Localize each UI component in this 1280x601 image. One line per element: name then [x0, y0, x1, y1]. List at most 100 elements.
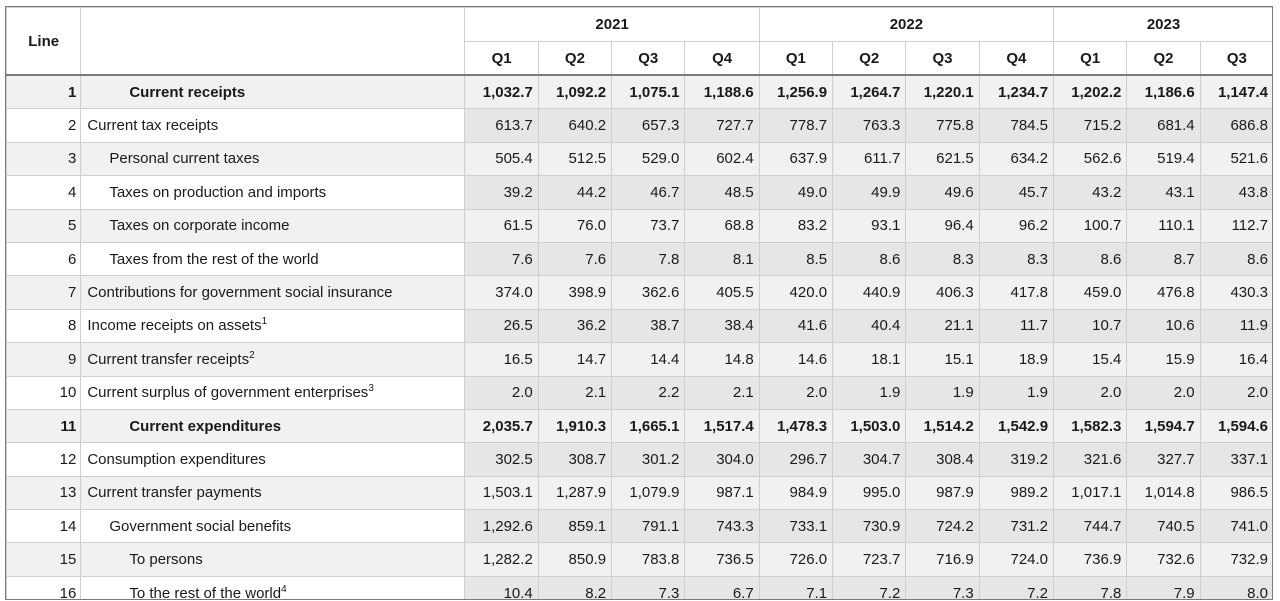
line-number: 5	[6, 208, 82, 243]
value-cell: 634.2	[978, 141, 1055, 177]
value-cell: 8.0	[1199, 575, 1272, 599]
quarter-header: Q1	[1053, 41, 1128, 76]
value-cell: 327.7	[1126, 442, 1201, 477]
value-cell: 775.8	[905, 108, 980, 143]
row-label: Taxes from the rest of the world	[80, 241, 466, 277]
row-label: Taxes on production and imports	[80, 175, 466, 210]
table-row: 15 To persons 1,282.2 850.9 783.8 736.5 726.0 7…	[6, 542, 1272, 577]
value-cell: 1,256.9	[758, 74, 834, 110]
value-cell: 15.9	[1126, 342, 1201, 377]
value-cell: 1,092.2	[537, 74, 613, 110]
row-label-text: Consumption expenditures	[87, 450, 266, 468]
value-cell: 723.7	[832, 542, 907, 577]
value-cell: 1,514.2	[905, 408, 980, 444]
row-label-text: Taxes on corporate income	[109, 217, 290, 235]
value-cell: 1,503.0	[832, 408, 907, 444]
value-cell: 1,014.8	[1126, 475, 1201, 511]
value-cell: 43.8	[1199, 175, 1272, 210]
value-cell: 100.7	[1053, 208, 1128, 243]
row-label-text: Current tax receipts	[87, 117, 219, 135]
value-cell: 7.8	[611, 241, 686, 277]
value-cell: 362.6	[611, 275, 686, 310]
value-cell: 519.4	[1126, 141, 1201, 177]
row-label: Current transfer payments	[80, 475, 466, 511]
value-cell: 296.7	[758, 442, 834, 477]
value-cell: 11.7	[978, 308, 1055, 344]
value-cell: 308.4	[905, 442, 980, 477]
value-cell: 640.2	[537, 108, 613, 143]
row-label-text: Income receipts on assets	[87, 317, 262, 335]
value-cell: 374.0	[464, 275, 539, 310]
value-cell: 989.2	[978, 475, 1055, 511]
value-cell: 1,079.9	[611, 475, 686, 511]
value-cell: 2.0	[464, 375, 539, 410]
value-cell: 681.4	[1126, 108, 1201, 143]
value-cell: 2.1	[684, 375, 760, 410]
value-cell: 744.7	[1053, 509, 1128, 544]
value-cell: 730.9	[832, 509, 907, 544]
value-cell: 562.6	[1053, 141, 1128, 177]
value-cell: 43.1	[1126, 175, 1201, 210]
table-row: 10 Current surplus of government enterpri…	[6, 375, 1272, 410]
row-label: Government social benefits	[80, 509, 466, 544]
value-cell: 49.9	[832, 175, 907, 210]
value-cell: 308.7	[537, 442, 613, 477]
value-cell: 621.5	[905, 141, 980, 177]
value-cell: 512.5	[537, 141, 613, 177]
table-row: 4 Taxes on production and imports 39.2 44.2…	[6, 175, 1272, 210]
value-cell: 743.3	[684, 509, 760, 544]
table-row: 12 Consumption expenditures 302.5 308.7 301.…	[6, 442, 1272, 477]
value-cell: 301.2	[611, 442, 686, 477]
value-cell: 1,017.1	[1053, 475, 1128, 511]
value-cell: 430.3	[1199, 275, 1272, 310]
row-label: Income receipts on assets1	[80, 308, 466, 344]
row-label-text: Government social benefits	[109, 517, 292, 535]
quarter-header: Q3	[611, 41, 686, 76]
table-body: 1 Current receipts 1,032.7 1,092.2 1,075.1 1,…	[6, 74, 1272, 599]
value-cell: 96.2	[978, 208, 1055, 243]
row-label-text: To persons	[129, 551, 203, 569]
table-row: 2 Current tax receipts 613.7 640.2 657.3 727.…	[6, 108, 1272, 143]
table-row: 13 Current transfer payments 1,503.1 1,287.…	[6, 475, 1272, 511]
value-cell: 1,220.1	[905, 74, 980, 110]
value-cell: 73.7	[611, 208, 686, 243]
line-number: 14	[6, 509, 82, 544]
value-cell: 16.5	[464, 342, 539, 377]
value-cell: 1,292.6	[464, 509, 539, 544]
value-cell: 1,503.1	[464, 475, 539, 511]
value-cell: 39.2	[464, 175, 539, 210]
value-cell: 657.3	[611, 108, 686, 143]
value-cell: 8.6	[832, 241, 907, 277]
value-cell: 987.9	[905, 475, 980, 511]
value-cell: 398.9	[537, 275, 613, 310]
value-cell: 2.0	[758, 375, 834, 410]
value-cell: 10.7	[1053, 308, 1128, 344]
year-header-2022: 2022	[758, 7, 1055, 42]
value-cell: 995.0	[832, 475, 907, 511]
value-cell: 41.6	[758, 308, 834, 344]
table-row: 9 Current transfer receipts2 16.5 14.7 14.4 1…	[6, 342, 1272, 377]
value-cell: 38.7	[611, 308, 686, 344]
quarter-header: Q2	[1126, 41, 1201, 76]
value-cell: 741.0	[1199, 509, 1272, 544]
value-cell: 987.1	[684, 475, 760, 511]
value-cell: 1,517.4	[684, 408, 760, 444]
value-cell: 732.9	[1199, 542, 1272, 577]
quarter-header: Q2	[537, 41, 613, 76]
quarter-header: Q4	[684, 41, 760, 76]
value-cell: 1,665.1	[611, 408, 686, 444]
value-cell: 68.8	[684, 208, 760, 243]
value-cell: 727.7	[684, 108, 760, 143]
value-cell: 1,582.3	[1053, 408, 1128, 444]
value-cell: 321.6	[1053, 442, 1128, 477]
line-number: 10	[6, 375, 82, 410]
line-number: 16	[6, 575, 82, 599]
value-cell: 1,594.6	[1199, 408, 1272, 444]
value-cell: 2.2	[611, 375, 686, 410]
line-number: 7	[6, 275, 82, 310]
quarter-header: Q4	[978, 41, 1055, 76]
value-cell: 1,264.7	[832, 74, 907, 110]
value-cell: 46.7	[611, 175, 686, 210]
line-number: 4	[6, 175, 82, 210]
value-cell: 2.0	[1053, 375, 1128, 410]
